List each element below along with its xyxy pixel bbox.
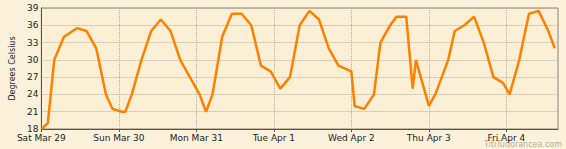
svg-text:Wed Apr 2: Wed Apr 2 (328, 133, 375, 143)
svg-text:39: 39 (27, 3, 39, 13)
svg-text:Sun Mar 30: Sun Mar 30 (93, 133, 145, 143)
svg-text:33: 33 (27, 38, 38, 48)
svg-text:Thu Apr 3: Thu Apr 3 (406, 133, 451, 143)
svg-text:30: 30 (27, 55, 39, 65)
svg-text:24: 24 (27, 89, 39, 99)
svg-text:Degrees Celsius: Degrees Celsius (8, 36, 17, 100)
svg-text:Fri Apr 4: Fri Apr 4 (487, 133, 525, 143)
svg-text:TitiTudorancea.com: TitiTudorancea.com (483, 139, 562, 149)
svg-text:21: 21 (27, 107, 38, 117)
svg-text:Tue Apr 1: Tue Apr 1 (252, 133, 295, 143)
svg-text:27: 27 (27, 72, 38, 82)
svg-text:Mon Mar 31: Mon Mar 31 (170, 133, 223, 143)
svg-text:18: 18 (26, 124, 39, 134)
svg-text:36: 36 (27, 20, 39, 30)
svg-text:Sat Mar 29: Sat Mar 29 (17, 133, 66, 143)
